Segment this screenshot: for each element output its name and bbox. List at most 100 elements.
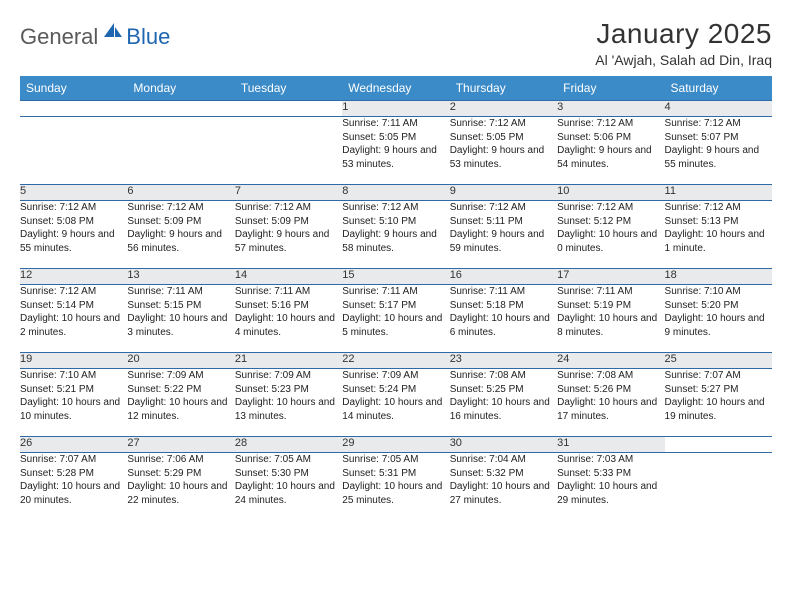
daylight-line: Daylight: 9 hours and 54 minutes.	[557, 144, 664, 171]
daylight-line: Daylight: 10 hours and 1 minute.	[665, 228, 772, 255]
sunset-line: Sunset: 5:14 PM	[20, 299, 127, 313]
sunrise-line: Sunrise: 7:11 AM	[557, 285, 664, 299]
daylight-line: Daylight: 10 hours and 24 minutes.	[235, 480, 342, 507]
sunset-line: Sunset: 5:27 PM	[665, 383, 772, 397]
day-content-cell: Sunrise: 7:03 AMSunset: 5:33 PMDaylight:…	[557, 453, 664, 521]
daylight-line: Daylight: 10 hours and 22 minutes.	[127, 480, 234, 507]
daylight-line: Daylight: 10 hours and 4 minutes.	[235, 312, 342, 339]
daylight-line: Daylight: 10 hours and 2 minutes.	[20, 312, 127, 339]
daylight-line: Daylight: 9 hours and 53 minutes.	[450, 144, 557, 171]
day-header-row: Sunday Monday Tuesday Wednesday Thursday…	[20, 76, 772, 101]
sunrise-line: Sunrise: 7:11 AM	[342, 285, 449, 299]
daylight-line: Daylight: 10 hours and 9 minutes.	[665, 312, 772, 339]
sunrise-line: Sunrise: 7:10 AM	[665, 285, 772, 299]
day-content-cell: Sunrise: 7:05 AMSunset: 5:30 PMDaylight:…	[235, 453, 342, 521]
calendar-table: Sunday Monday Tuesday Wednesday Thursday…	[20, 76, 772, 521]
sunrise-line: Sunrise: 7:10 AM	[20, 369, 127, 383]
daylight-line: Daylight: 9 hours and 53 minutes.	[342, 144, 449, 171]
day-content-cell	[665, 453, 772, 521]
day-header: Wednesday	[342, 76, 449, 101]
sunset-line: Sunset: 5:18 PM	[450, 299, 557, 313]
day-number-cell: 12	[20, 269, 127, 285]
sunset-line: Sunset: 5:17 PM	[342, 299, 449, 313]
daylight-line: Daylight: 9 hours and 57 minutes.	[235, 228, 342, 255]
sunset-line: Sunset: 5:29 PM	[127, 467, 234, 481]
day-content-cell: Sunrise: 7:12 AMSunset: 5:09 PMDaylight:…	[235, 201, 342, 269]
sunset-line: Sunset: 5:07 PM	[665, 131, 772, 145]
sunset-line: Sunset: 5:08 PM	[20, 215, 127, 229]
day-number-row: 262728293031	[20, 437, 772, 453]
day-content-cell: Sunrise: 7:09 AMSunset: 5:22 PMDaylight:…	[127, 369, 234, 437]
day-content-cell	[20, 117, 127, 185]
sunrise-line: Sunrise: 7:11 AM	[342, 117, 449, 131]
sunset-line: Sunset: 5:12 PM	[557, 215, 664, 229]
daylight-line: Daylight: 9 hours and 58 minutes.	[342, 228, 449, 255]
sunset-line: Sunset: 5:28 PM	[20, 467, 127, 481]
day-header: Sunday	[20, 76, 127, 101]
sunrise-line: Sunrise: 7:12 AM	[235, 201, 342, 215]
day-number-cell: 25	[665, 353, 772, 369]
day-content-row: Sunrise: 7:07 AMSunset: 5:28 PMDaylight:…	[20, 453, 772, 521]
sunrise-line: Sunrise: 7:11 AM	[127, 285, 234, 299]
day-header: Thursday	[450, 76, 557, 101]
day-content-cell: Sunrise: 7:11 AMSunset: 5:18 PMDaylight:…	[450, 285, 557, 353]
day-number-cell: 3	[557, 101, 664, 117]
day-content-cell: Sunrise: 7:12 AMSunset: 5:09 PMDaylight:…	[127, 201, 234, 269]
daylight-line: Daylight: 10 hours and 3 minutes.	[127, 312, 234, 339]
day-number-cell: 21	[235, 353, 342, 369]
daylight-line: Daylight: 10 hours and 17 minutes.	[557, 396, 664, 423]
header: General Blue January 2025 Al 'Awjah, Sal…	[20, 18, 772, 68]
daylight-line: Daylight: 9 hours and 56 minutes.	[127, 228, 234, 255]
daylight-line: Daylight: 10 hours and 5 minutes.	[342, 312, 449, 339]
day-number-row: 567891011	[20, 185, 772, 201]
logo-text-blue: Blue	[126, 24, 170, 50]
day-content-row: Sunrise: 7:11 AMSunset: 5:05 PMDaylight:…	[20, 117, 772, 185]
logo: General Blue	[20, 24, 170, 50]
day-content-cell: Sunrise: 7:05 AMSunset: 5:31 PMDaylight:…	[342, 453, 449, 521]
day-number-cell: 16	[450, 269, 557, 285]
sunset-line: Sunset: 5:22 PM	[127, 383, 234, 397]
day-content-cell: Sunrise: 7:09 AMSunset: 5:24 PMDaylight:…	[342, 369, 449, 437]
day-number-row: 12131415161718	[20, 269, 772, 285]
day-number-cell: 29	[342, 437, 449, 453]
day-number-cell: 10	[557, 185, 664, 201]
day-number-cell: 13	[127, 269, 234, 285]
day-number-cell: 31	[557, 437, 664, 453]
day-content-cell: Sunrise: 7:12 AMSunset: 5:08 PMDaylight:…	[20, 201, 127, 269]
day-number-cell	[127, 101, 234, 117]
sunrise-line: Sunrise: 7:12 AM	[557, 117, 664, 131]
day-content-cell: Sunrise: 7:06 AMSunset: 5:29 PMDaylight:…	[127, 453, 234, 521]
day-content-cell: Sunrise: 7:08 AMSunset: 5:26 PMDaylight:…	[557, 369, 664, 437]
day-header: Monday	[127, 76, 234, 101]
day-content-cell: Sunrise: 7:12 AMSunset: 5:10 PMDaylight:…	[342, 201, 449, 269]
daylight-line: Daylight: 10 hours and 8 minutes.	[557, 312, 664, 339]
day-number-cell: 5	[20, 185, 127, 201]
sunrise-line: Sunrise: 7:03 AM	[557, 453, 664, 467]
daylight-line: Daylight: 10 hours and 6 minutes.	[450, 312, 557, 339]
day-number-cell: 26	[20, 437, 127, 453]
sunset-line: Sunset: 5:11 PM	[450, 215, 557, 229]
day-number-cell: 1	[342, 101, 449, 117]
sunrise-line: Sunrise: 7:12 AM	[342, 201, 449, 215]
sunset-line: Sunset: 5:09 PM	[235, 215, 342, 229]
day-content-cell: Sunrise: 7:10 AMSunset: 5:20 PMDaylight:…	[665, 285, 772, 353]
daylight-line: Daylight: 10 hours and 0 minutes.	[557, 228, 664, 255]
sunrise-line: Sunrise: 7:12 AM	[20, 285, 127, 299]
daylight-line: Daylight: 9 hours and 55 minutes.	[20, 228, 127, 255]
sunrise-line: Sunrise: 7:05 AM	[235, 453, 342, 467]
day-content-cell: Sunrise: 7:07 AMSunset: 5:27 PMDaylight:…	[665, 369, 772, 437]
sunset-line: Sunset: 5:32 PM	[450, 467, 557, 481]
day-content-cell: Sunrise: 7:10 AMSunset: 5:21 PMDaylight:…	[20, 369, 127, 437]
day-content-cell: Sunrise: 7:11 AMSunset: 5:17 PMDaylight:…	[342, 285, 449, 353]
day-content-cell: Sunrise: 7:04 AMSunset: 5:32 PMDaylight:…	[450, 453, 557, 521]
day-number-cell: 17	[557, 269, 664, 285]
sunrise-line: Sunrise: 7:12 AM	[20, 201, 127, 215]
sunrise-line: Sunrise: 7:07 AM	[665, 369, 772, 383]
sunrise-line: Sunrise: 7:12 AM	[665, 117, 772, 131]
day-content-row: Sunrise: 7:12 AMSunset: 5:14 PMDaylight:…	[20, 285, 772, 353]
day-number-cell: 2	[450, 101, 557, 117]
sunset-line: Sunset: 5:25 PM	[450, 383, 557, 397]
sunrise-line: Sunrise: 7:11 AM	[450, 285, 557, 299]
day-number-cell: 28	[235, 437, 342, 453]
sunset-line: Sunset: 5:15 PM	[127, 299, 234, 313]
